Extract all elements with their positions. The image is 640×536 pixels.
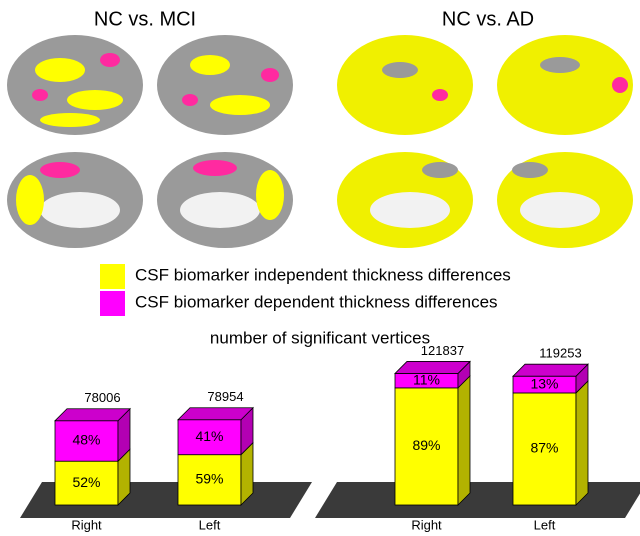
value-label: 41% <box>195 428 223 444</box>
bar-side <box>575 379 589 506</box>
value-label: 89% <box>412 437 440 453</box>
value-label: 11% <box>413 371 440 387</box>
legend-label: CSF biomarker independent thickness diff… <box>135 265 511 284</box>
total-label: 119253 <box>539 346 581 361</box>
floor <box>315 482 640 518</box>
brain-images <box>7 35 633 248</box>
bar-segment <box>177 454 242 506</box>
brain <box>157 35 293 135</box>
bar-side <box>457 374 471 506</box>
value-label: 13% <box>530 375 558 391</box>
chart-title: NC vs. MCI <box>94 8 196 30</box>
x-tick-label: Right <box>71 517 102 532</box>
brain <box>497 35 633 135</box>
bar-segment <box>54 460 119 506</box>
value-label: 87% <box>530 440 558 456</box>
value-label: 48% <box>72 432 100 448</box>
bar-segment <box>54 420 119 462</box>
total-label: 78954 <box>207 389 243 404</box>
bar-top <box>394 361 471 374</box>
legend-swatch <box>100 264 125 289</box>
legend-label: CSF biomarker dependent thickness differ… <box>135 292 498 311</box>
bar-top <box>54 408 131 422</box>
brain <box>337 35 473 135</box>
value-label: 59% <box>195 471 223 487</box>
total-label: 78006 <box>84 390 120 405</box>
bar-segment <box>512 392 577 506</box>
value-label: 52% <box>72 474 100 490</box>
bar-top <box>177 407 254 421</box>
x-tick-label: Left <box>534 517 556 532</box>
caption: number of significant vertices <box>210 328 430 347</box>
x-tick-label: Right <box>411 517 442 532</box>
bar-top <box>512 363 589 377</box>
chart-title: NC vs. AD <box>442 8 534 30</box>
bar-segment <box>394 387 459 506</box>
total-label: 121837 <box>421 343 464 358</box>
legend-swatch <box>100 291 125 316</box>
x-tick-label: Left <box>199 517 221 532</box>
